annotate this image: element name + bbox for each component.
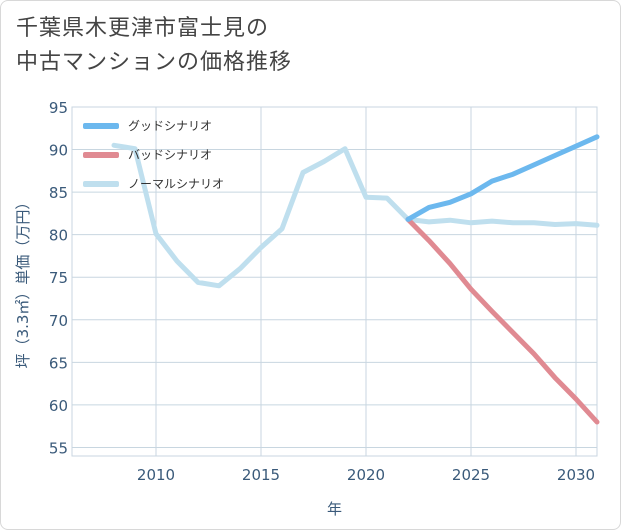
- legend-label: グッドシナリオ: [128, 119, 212, 133]
- y-tick-labels: 55 60 65 70 75 80 85 90 95: [49, 99, 68, 457]
- plot-frame: [71, 106, 598, 457]
- legend-swatch: [83, 152, 119, 158]
- y-tick-label: 55: [49, 439, 68, 457]
- x-tick-label: 2010: [137, 466, 175, 484]
- series-line-normal: [111, 142, 600, 289]
- series-line-bad: [405, 216, 600, 425]
- y-tick-label: 80: [49, 227, 68, 245]
- grid: [72, 106, 597, 456]
- y-tick-label: 95: [49, 99, 68, 117]
- x-tick-labels: 2010 2015 2020 2025 2030: [137, 466, 595, 484]
- y-tick-label: 75: [49, 269, 68, 287]
- legend-label: バッドシナリオ: [128, 148, 212, 162]
- y-tick-label: 90: [49, 142, 68, 160]
- title-line-1: 千葉県木更津市富士見の: [16, 16, 270, 41]
- y-tick-label: 65: [49, 354, 68, 372]
- y-tick-label: 60: [49, 397, 68, 415]
- y-tick-label: 85: [49, 184, 68, 202]
- x-tick-label: 2020: [347, 466, 385, 484]
- series-line-good: [405, 134, 600, 222]
- x-tick-label: 2015: [242, 466, 280, 484]
- x-tick-label: 2025: [452, 466, 490, 484]
- series-group: [111, 134, 600, 425]
- x-axis-label: 年: [327, 500, 342, 518]
- legend-label: ノーマルシナリオ: [128, 177, 224, 191]
- y-tick-label: 70: [49, 312, 68, 330]
- y-axis-label: 坪（3.3㎡）単価（万円）: [14, 195, 32, 369]
- chart-title: 千葉県木更津市富士見の 中古マンションの価格推移: [16, 12, 292, 80]
- legend-swatch: [83, 181, 119, 187]
- x-tick-label: 2030: [557, 466, 595, 484]
- title-line-2: 中古マンションの価格推移: [16, 50, 293, 75]
- legend-swatch: [83, 123, 119, 129]
